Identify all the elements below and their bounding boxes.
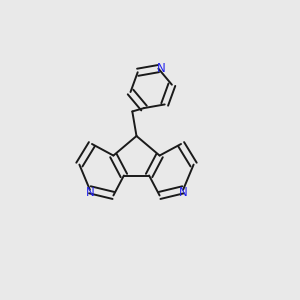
Text: N: N [157,61,166,74]
Text: N: N [179,186,188,199]
Text: N: N [85,186,94,199]
